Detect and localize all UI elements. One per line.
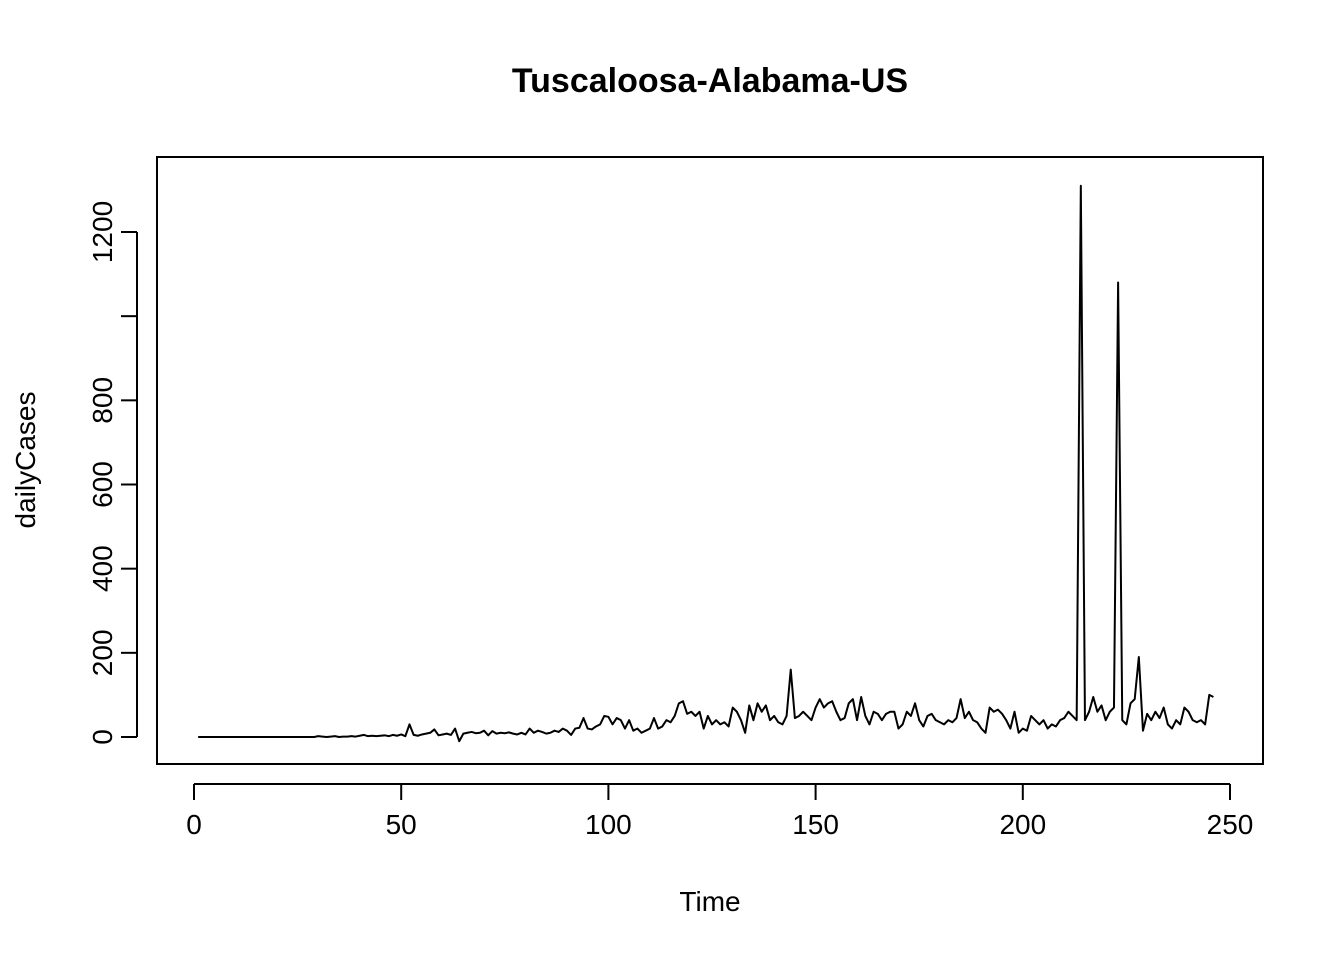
y-tick-label: 800 [87, 377, 118, 424]
y-axis-title: dailyCases [10, 392, 41, 529]
chart-title: Tuscaloosa-Alabama-US [512, 62, 908, 100]
x-axis: 0 50 100 150 200 250 [186, 783, 1254, 840]
x-tick-label: 50 [386, 809, 417, 840]
x-tick-label: 250 [1207, 809, 1254, 840]
y-tick-label: 1200 [87, 201, 118, 263]
y-tick-label: 600 [87, 461, 118, 508]
y-tick-label: 400 [87, 545, 118, 592]
x-tick-label: 0 [186, 809, 202, 840]
x-tick-label: 200 [999, 809, 1046, 840]
plot-frame [156, 156, 1264, 765]
x-axis-title: Time [679, 886, 740, 917]
x-tick-label: 100 [585, 809, 632, 840]
series-line-daily-cases [198, 184, 1214, 743]
y-tick-label: 0 [87, 729, 118, 745]
y-tick-label: 200 [87, 629, 118, 676]
y-axis: 0 200 400 600 800 1200 [87, 201, 138, 745]
x-tick-label: 150 [792, 809, 839, 840]
